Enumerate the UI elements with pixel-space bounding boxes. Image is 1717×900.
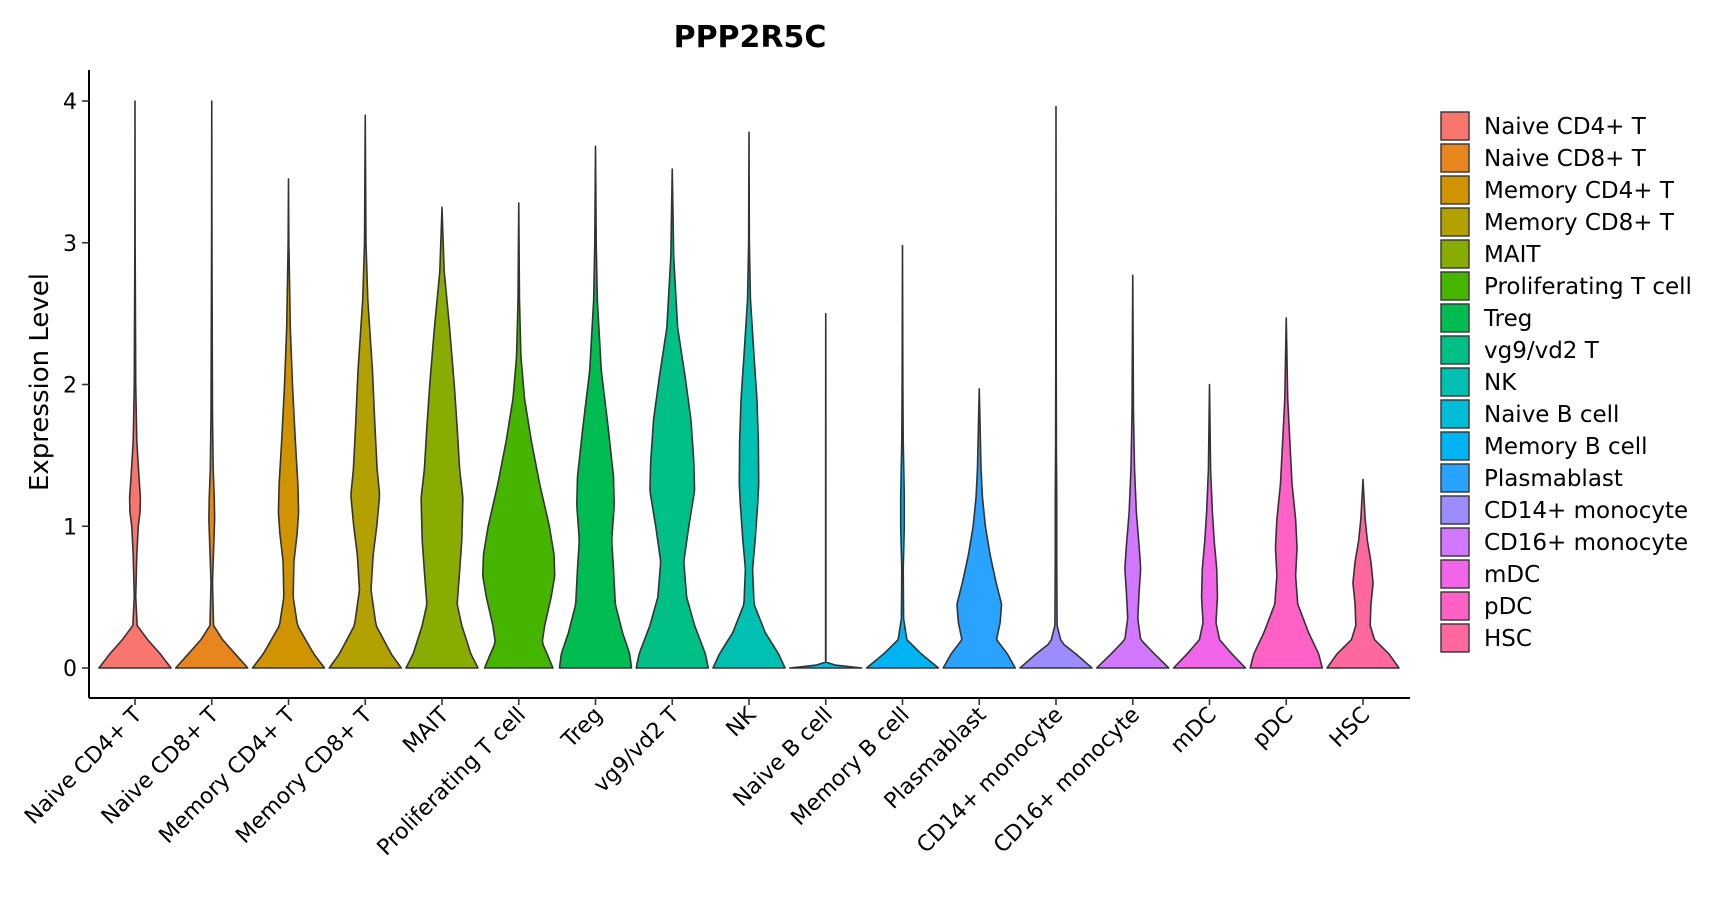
legend-label-treg: Treg (1483, 306, 1532, 332)
violin-memory-b-cell (865, 244, 940, 669)
x-tick-label-proliferating-t-cell: Proliferating T cell (373, 703, 531, 861)
violin-hsc (1326, 478, 1400, 669)
legend-swatch-cd16-monocyte (1440, 527, 1470, 557)
legend-label-plasmablast: Plasmablast (1484, 466, 1623, 492)
violin-mdc (1172, 383, 1247, 669)
legend-label-memory-cd8-t: Memory CD8+ T (1484, 210, 1675, 236)
legend-swatch-pdc (1440, 591, 1470, 621)
violin-memory-cd8-t (328, 114, 403, 669)
violin-nk (712, 131, 786, 669)
legend-label-naive-cd8-t: Naive CD8+ T (1484, 146, 1647, 172)
x-tick-label-memory-cd4-t: Memory CD4+ T (155, 702, 302, 849)
legend-swatch-naive-b-cell (1440, 399, 1470, 429)
y-tick-label: 2 (63, 374, 77, 399)
legend-label-mait: MAIT (1484, 242, 1541, 268)
x-tick-label-memory-cd8-t: Memory CD8+ T (231, 702, 378, 849)
violin-treg (558, 145, 633, 669)
x-tick-label-nk: NK (722, 702, 762, 742)
legend-swatch-memory-cd4-t (1440, 175, 1470, 205)
y-axis-label: Expression Level (25, 273, 55, 491)
legend-swatch-memory-cd8-t (1440, 207, 1470, 237)
legend-label-proliferating-t-cell: Proliferating T cell (1484, 274, 1692, 300)
legend-label-cd16-monocyte: CD16+ monocyte (1484, 530, 1688, 556)
chart-title: PPP2R5C (674, 20, 827, 55)
legend-label-mdc: mDC (1484, 562, 1540, 588)
violin-cd14-monocyte (1019, 105, 1093, 669)
legend-swatch-mait (1440, 239, 1470, 269)
x-tick-label-pdc: pDC (1248, 703, 1298, 753)
legend-label-hsc: HSC (1484, 626, 1532, 652)
legend-label-vg9-vd2-t: vg9/vd2 T (1484, 338, 1600, 364)
legend: Naive CD4+ T Naive CD8+ T Memory CD4+ T Mem… (1440, 111, 1692, 653)
violin-naive-b-cell (788, 312, 863, 669)
violin-memory-cd4-t (251, 178, 326, 669)
legend-label-cd14-monocyte: CD14+ monocyte (1484, 498, 1688, 524)
x-tick-label-cd16-monocyte: CD16+ monocyte (989, 703, 1145, 859)
x-tick-label-mait: MAIT (398, 702, 454, 758)
legend-label-naive-b-cell: Naive B cell (1484, 402, 1619, 428)
legend-label-nk: NK (1484, 370, 1517, 396)
legend-swatch-proliferating-t-cell (1440, 271, 1470, 301)
legend-label-memory-cd4-t: Memory CD4+ T (1484, 178, 1675, 204)
x-tick-label-hsc: HSC (1325, 703, 1375, 753)
legend-swatch-memory-b-cell (1440, 431, 1470, 461)
violin-naive-cd8-t (174, 100, 249, 669)
x-tick-label-cd14-monocyte: CD14+ monocyte (912, 703, 1068, 859)
violin-plasmablast (942, 387, 1017, 669)
legend-swatch-mdc (1440, 559, 1470, 589)
legend-swatch-hsc (1440, 623, 1470, 653)
violin-pdc (1249, 317, 1324, 669)
violin-cd16-monocyte (1095, 274, 1170, 669)
violin-vg9-vd2-t (635, 168, 710, 669)
violins-group (98, 100, 1400, 669)
x-tick-label-mdc: mDC (1166, 703, 1222, 759)
legend-swatch-treg (1440, 303, 1470, 333)
y-tick-label: 1 (63, 515, 77, 540)
legend-swatch-naive-cd4-t (1440, 111, 1470, 141)
y-tick-label: 0 (63, 657, 77, 682)
legend-swatch-nk (1440, 367, 1470, 397)
violin-naive-cd4-t (98, 100, 172, 669)
y-tick-label: 4 (63, 90, 77, 115)
legend-label-memory-b-cell: Memory B cell (1484, 434, 1648, 460)
legend-swatch-plasmablast (1440, 463, 1470, 493)
legend-label-naive-cd4-t: Naive CD4+ T (1484, 114, 1647, 140)
x-tick-label-treg: Treg (557, 703, 608, 754)
legend-label-pdc: pDC (1484, 594, 1532, 620)
legend-swatch-vg9-vd2-t (1440, 335, 1470, 365)
legend-swatch-naive-cd8-t (1440, 143, 1470, 173)
legend-swatch-cd14-monocyte (1440, 495, 1470, 525)
y-tick-label: 3 (63, 232, 77, 257)
violin-mait (405, 206, 479, 669)
violin-proliferating-t-cell (481, 202, 556, 669)
